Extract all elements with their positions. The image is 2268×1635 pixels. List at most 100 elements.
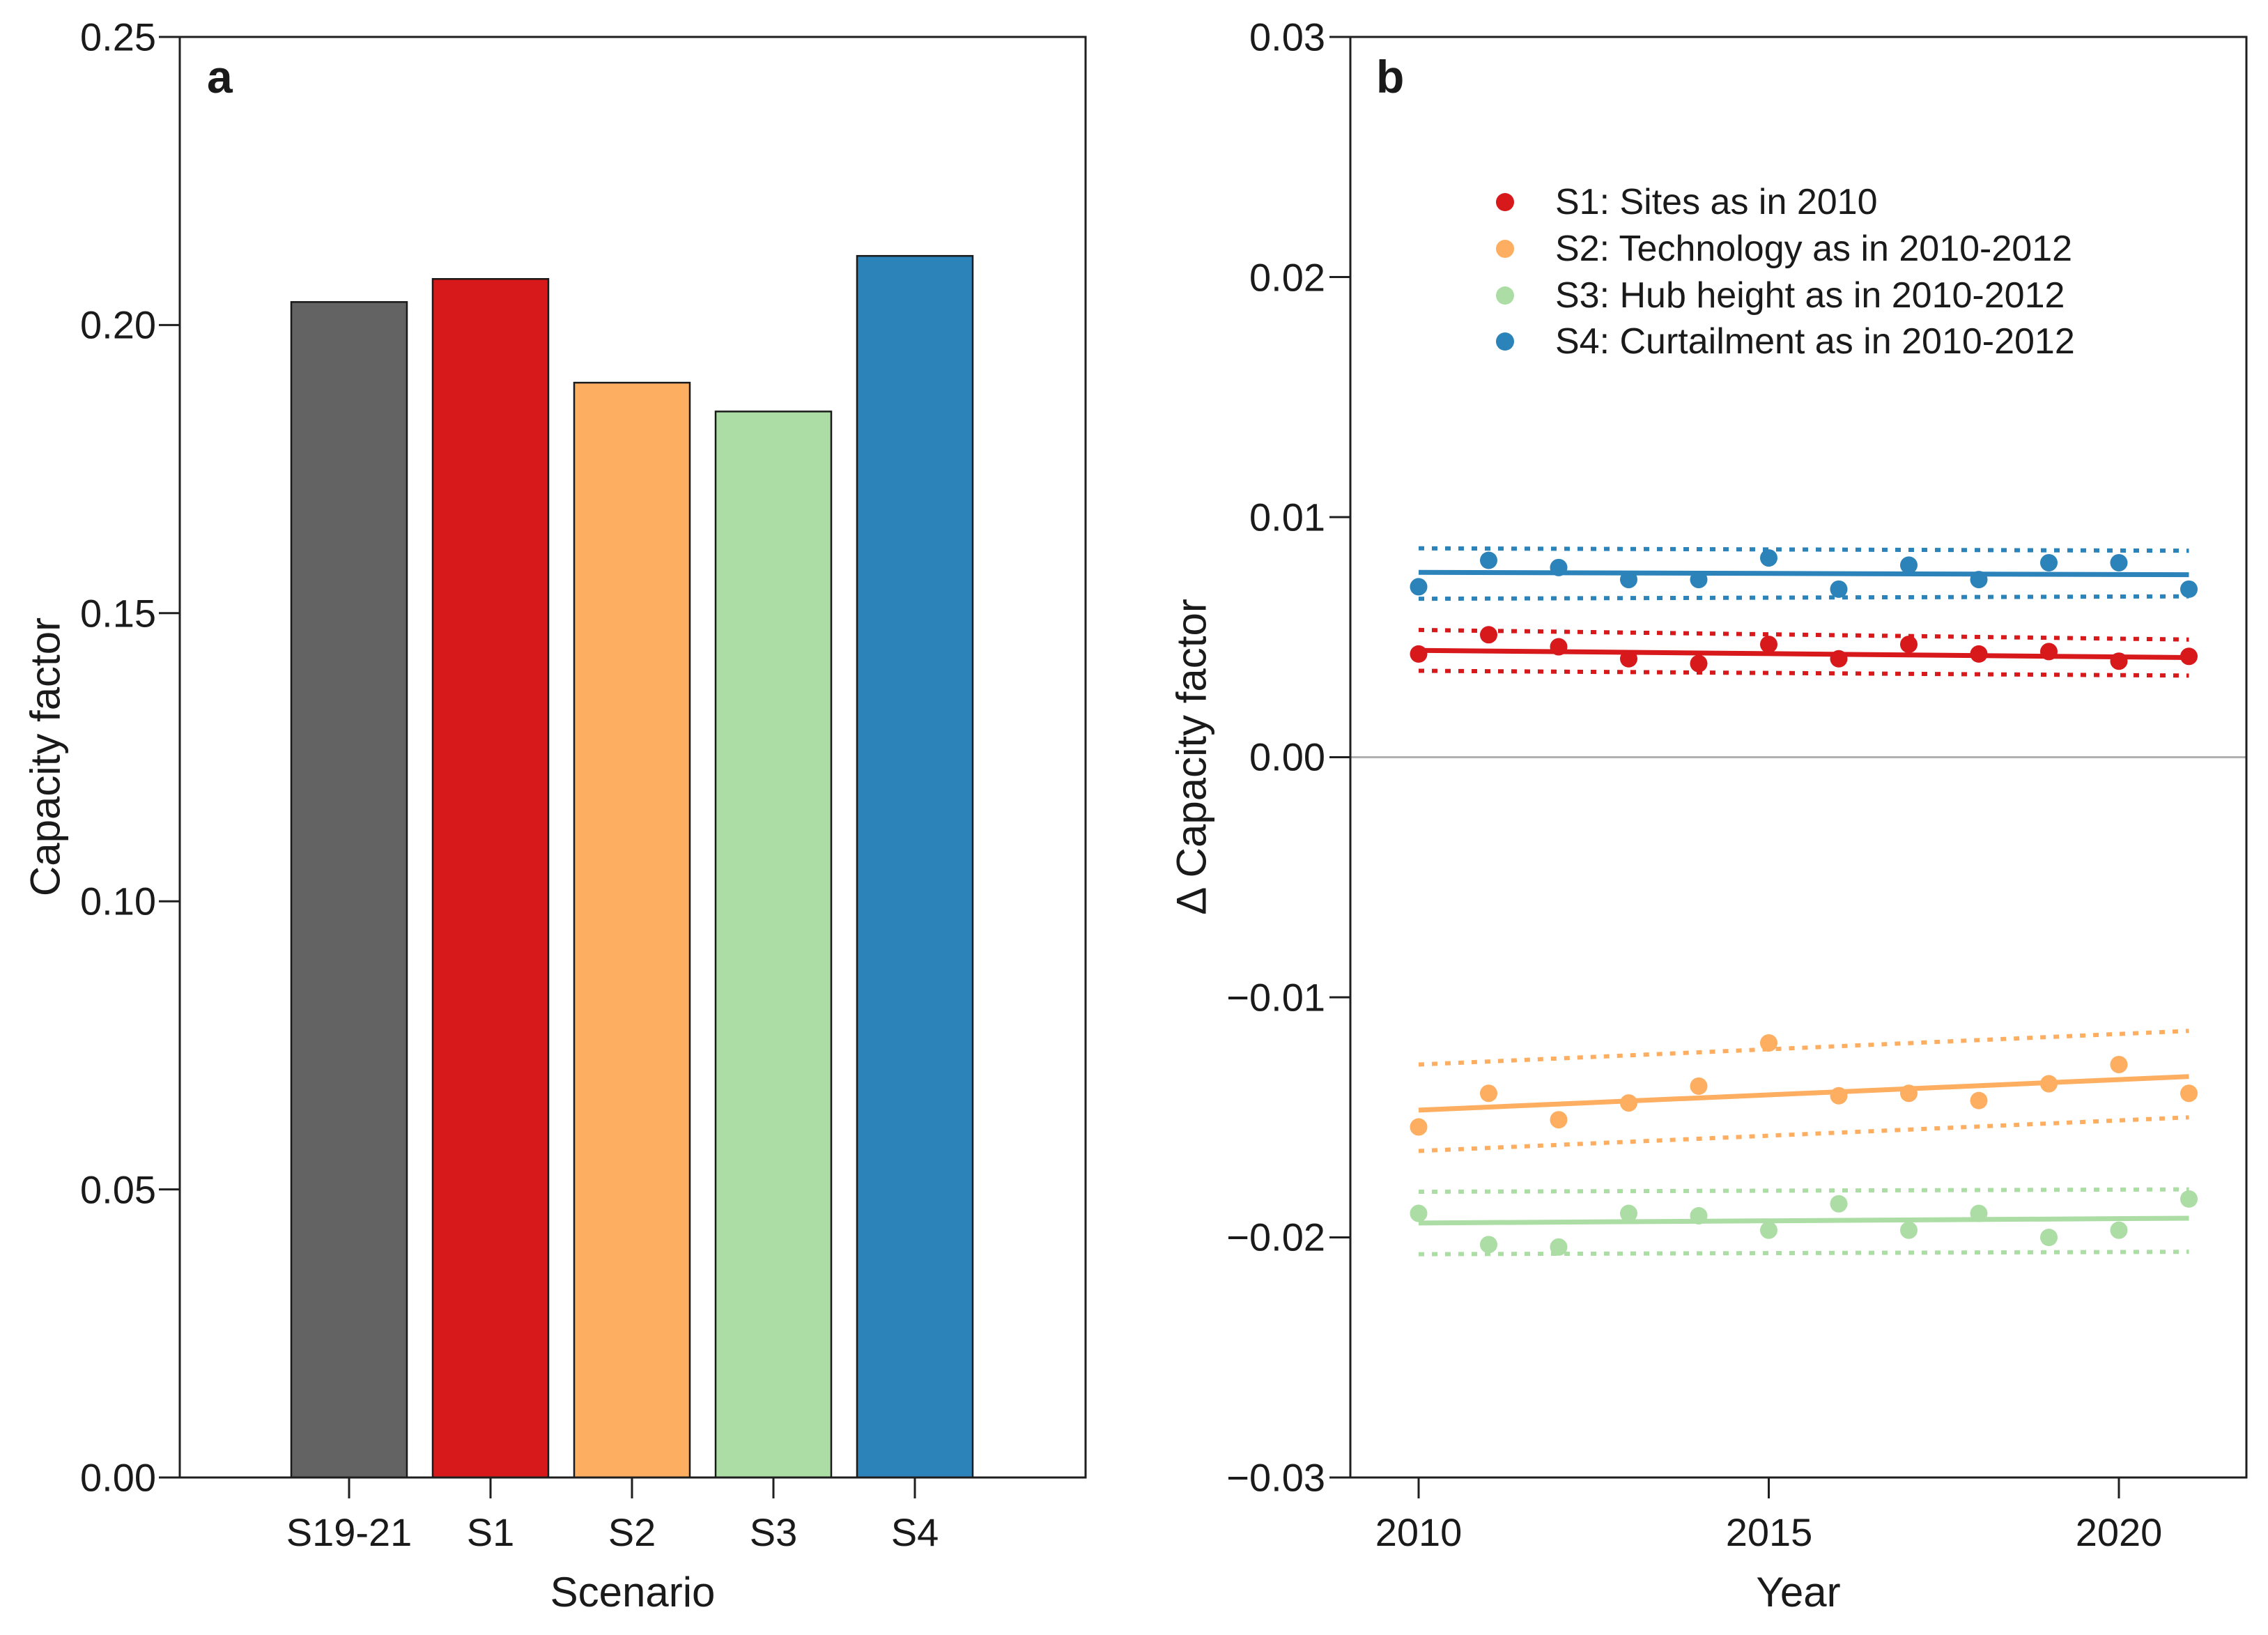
series-s3-point-2020 bbox=[2110, 1221, 2128, 1239]
panel-a-ytick-005: 0.05 bbox=[80, 1167, 156, 1212]
series-s4-band-lower bbox=[1418, 594, 2189, 601]
series-s3-point-2013 bbox=[1620, 1204, 1637, 1222]
panel-a-xaxis-title: Scenario bbox=[550, 1569, 716, 1615]
series-s2-band-lower bbox=[1418, 1115, 2189, 1153]
series-s4-point-2019 bbox=[2040, 553, 2058, 571]
series-s1-point-2013 bbox=[1620, 650, 1637, 668]
series-s4-point-2018 bbox=[1970, 571, 1988, 589]
series-s3-point-2014 bbox=[1690, 1206, 1708, 1225]
legend-label-s3: S3: Hub height as in 2010-2012 bbox=[1555, 275, 2065, 316]
series-s4-point-2016 bbox=[1830, 580, 1848, 598]
panel-b-ytick-002: 0.02 bbox=[1249, 255, 1325, 300]
panel-b-ytick-000: 0.00 bbox=[1249, 735, 1325, 779]
panel-b-ytick-001: 0.01 bbox=[1249, 495, 1325, 539]
legend-marker-s2 bbox=[1496, 240, 1514, 258]
series-s3-point-2015 bbox=[1760, 1221, 1777, 1239]
series-s1-band-lower bbox=[1418, 668, 2189, 678]
series-s1-point-2019 bbox=[2040, 643, 2058, 661]
series-s1-point-2016 bbox=[1830, 650, 1848, 668]
series-s2-point-2019 bbox=[2040, 1075, 2058, 1093]
series-s1-point-2018 bbox=[1970, 645, 1988, 663]
series-s1-band-upper bbox=[1418, 627, 2189, 642]
panel-a-xtick-s19-21: S19-21 bbox=[286, 1510, 412, 1554]
series-s2-point-2021 bbox=[2180, 1084, 2198, 1103]
legend-label-s4: S4: Curtailment as in 2010-2012 bbox=[1555, 321, 2075, 362]
bar-s19-21 bbox=[290, 301, 408, 1479]
series-s3-point-2016 bbox=[1830, 1195, 1848, 1213]
series-s2-point-2017 bbox=[1900, 1084, 1918, 1103]
series-s4-band-upper bbox=[1418, 546, 2189, 553]
legend-marker-s4 bbox=[1496, 332, 1514, 351]
series-s1-point-2017 bbox=[1900, 636, 1918, 654]
series-s2-point-2013 bbox=[1620, 1094, 1637, 1112]
panel-b-xaxis-title: Year bbox=[1756, 1569, 1841, 1615]
panel-a-ytick-000: 0.00 bbox=[80, 1455, 156, 1500]
series-s2-point-2014 bbox=[1690, 1077, 1708, 1095]
series-s4-point-2010 bbox=[1410, 578, 1428, 596]
legend-label-s2: S2: Technology as in 2010-2012 bbox=[1555, 229, 2073, 269]
panel-a-yaxis-title: Capacity factor bbox=[22, 617, 69, 897]
series-s2-band-upper bbox=[1418, 1029, 2189, 1067]
panel-a-letter: a bbox=[207, 51, 233, 102]
series-s1-point-2021 bbox=[2180, 647, 2198, 666]
panel-a-ytick-015: 0.15 bbox=[80, 591, 156, 636]
series-s3-point-2010 bbox=[1410, 1204, 1428, 1222]
panel-a-xtick-s2: S2 bbox=[608, 1510, 656, 1554]
series-s3-point-2021 bbox=[2180, 1190, 2198, 1208]
series-s3-band-lower bbox=[1418, 1250, 2189, 1257]
series-s2-point-2011 bbox=[1480, 1084, 1497, 1103]
series-s3-band-upper bbox=[1418, 1187, 2189, 1195]
series-s2-point-2012 bbox=[1550, 1111, 1568, 1129]
series-s4-point-2021 bbox=[2180, 580, 2198, 598]
panel-b-ytick-minus001: −0.01 bbox=[1226, 975, 1325, 1020]
bar-s2 bbox=[573, 381, 691, 1479]
panel-b-letter: b bbox=[1376, 51, 1405, 102]
panel-a-ytick-020: 0.20 bbox=[80, 302, 156, 347]
series-s1-trend-line bbox=[1418, 647, 2189, 661]
series-s4-point-2012 bbox=[1550, 558, 1568, 576]
panel-b-yaxis-title: Δ Capacity factor bbox=[1168, 599, 1215, 915]
panel-b-xtick-2010: 2010 bbox=[1375, 1510, 1463, 1554]
series-s1-point-2015 bbox=[1760, 636, 1777, 654]
series-s1-point-2011 bbox=[1480, 626, 1497, 644]
series-s3-point-2012 bbox=[1550, 1238, 1568, 1256]
series-s2-trend-line bbox=[1418, 1074, 2189, 1113]
series-s2-point-2015 bbox=[1760, 1034, 1777, 1052]
series-s2-point-2010 bbox=[1410, 1118, 1428, 1136]
series-s4-point-2020 bbox=[2110, 553, 2128, 571]
legend-marker-s3 bbox=[1496, 286, 1514, 305]
panel-b-xtick-2020: 2020 bbox=[2075, 1510, 2163, 1554]
panel-b-ytick-003: 0.03 bbox=[1249, 15, 1325, 59]
legend-marker-s1 bbox=[1496, 193, 1514, 211]
series-s1-point-2012 bbox=[1550, 638, 1568, 656]
panel-a-ytick-010: 0.10 bbox=[80, 879, 156, 923]
bar-s4 bbox=[856, 254, 974, 1479]
series-s4-point-2014 bbox=[1690, 571, 1708, 589]
series-s4-point-2017 bbox=[1900, 556, 1918, 574]
series-s2-point-2016 bbox=[1830, 1087, 1848, 1105]
panel-a-xtick-s4: S4 bbox=[890, 1510, 939, 1554]
series-s4-point-2013 bbox=[1620, 571, 1637, 589]
series-s2-point-2018 bbox=[1970, 1091, 1988, 1110]
series-s1-point-2014 bbox=[1690, 654, 1708, 673]
panel-b-xtick-2015: 2015 bbox=[1725, 1510, 1813, 1554]
series-s4-trend-line bbox=[1418, 569, 2189, 578]
series-s3-point-2019 bbox=[2040, 1229, 2058, 1246]
panel-b-ytick-minus003: −0.03 bbox=[1226, 1455, 1325, 1500]
series-s4-point-2011 bbox=[1480, 551, 1497, 569]
panel-a-xtick-s3: S3 bbox=[749, 1510, 798, 1554]
bar-s3 bbox=[714, 410, 833, 1479]
series-s3-point-2018 bbox=[1970, 1204, 1988, 1222]
panel-a-ytick-025: 0.25 bbox=[80, 15, 156, 59]
series-s1-point-2010 bbox=[1410, 645, 1428, 663]
series-s1-point-2020 bbox=[2110, 652, 2128, 670]
bar-s1 bbox=[431, 278, 550, 1479]
series-s4-point-2015 bbox=[1760, 549, 1777, 567]
legend-label-s1: S1: Sites as in 2010 bbox=[1555, 182, 1878, 222]
panel-a-xtick-s1: S1 bbox=[466, 1510, 515, 1554]
series-s3-point-2011 bbox=[1480, 1236, 1497, 1254]
series-s3-trend-line bbox=[1418, 1215, 2189, 1226]
panel-b-ytick-minus002: −0.02 bbox=[1226, 1215, 1325, 1259]
series-s3-point-2017 bbox=[1900, 1221, 1918, 1239]
